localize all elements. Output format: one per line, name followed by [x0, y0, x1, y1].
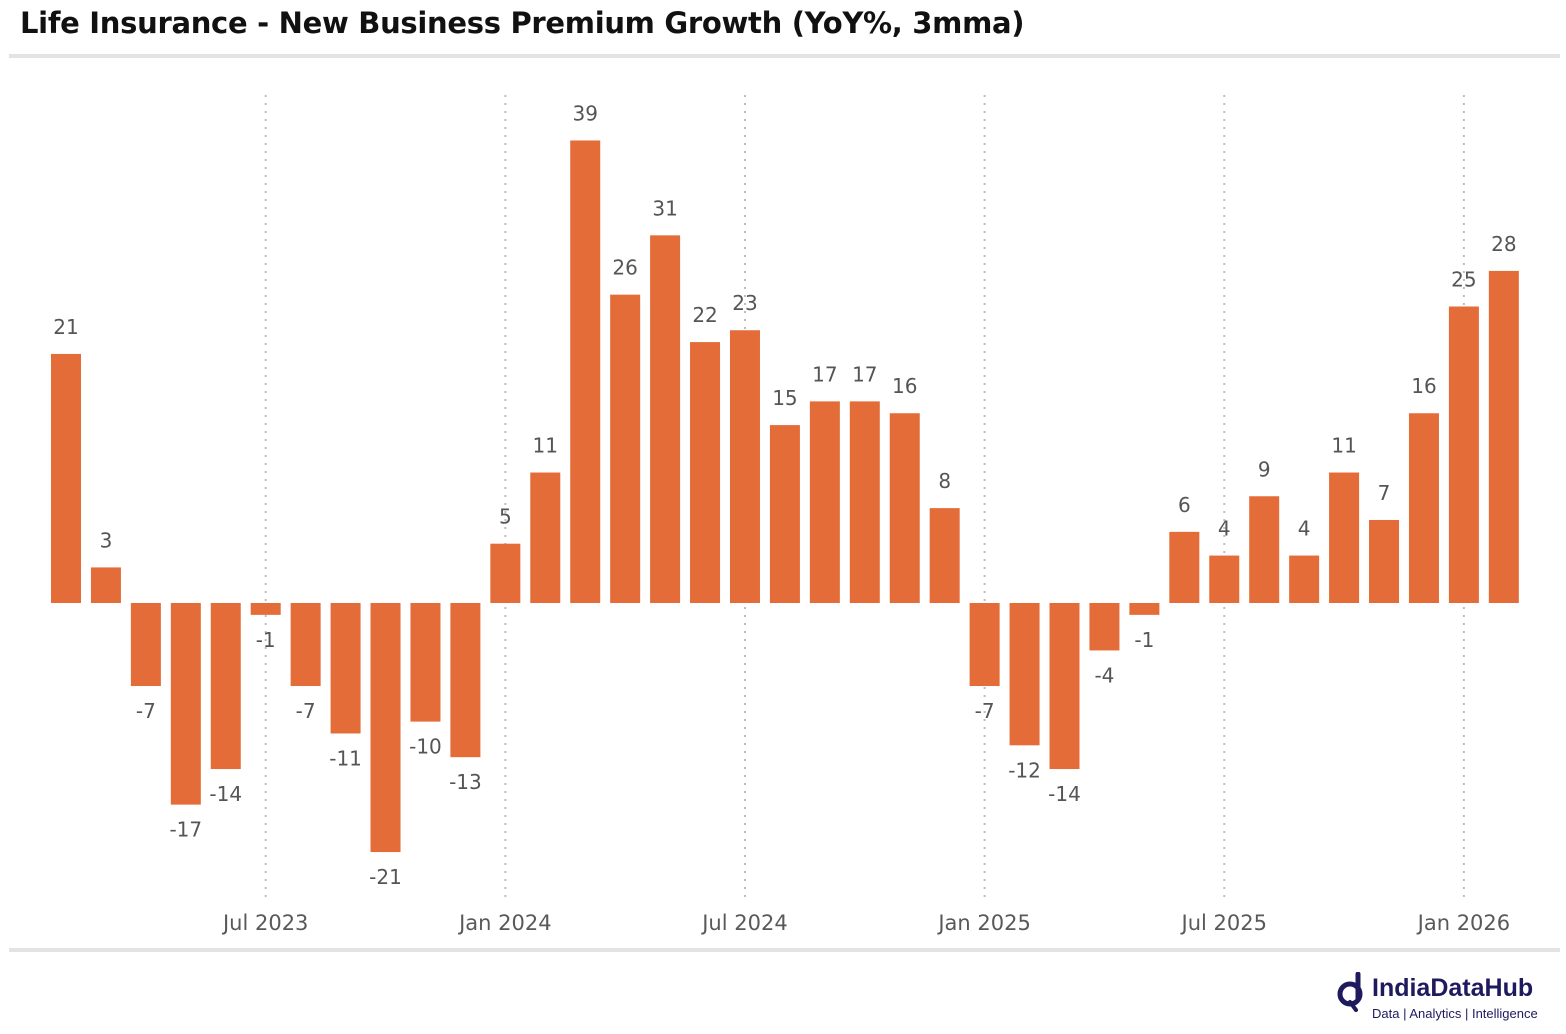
data-label: 22	[692, 303, 717, 327]
data-label: -10	[409, 735, 442, 759]
data-label: 39	[572, 101, 597, 125]
bar	[290, 603, 321, 687]
bar	[1369, 519, 1400, 603]
bar	[1448, 306, 1479, 603]
bar	[809, 401, 840, 603]
bar	[1329, 472, 1360, 603]
bar	[410, 603, 441, 722]
brand-name: IndiaDataHub	[1372, 974, 1534, 1002]
x-tick-label: Jan 2026	[1416, 911, 1511, 935]
chart-title: Life Insurance - New Business Premium Gr…	[20, 6, 1025, 40]
x-tick-label: Jul 2025	[1180, 911, 1267, 935]
bar	[610, 294, 641, 603]
bar	[729, 330, 760, 603]
bar	[130, 603, 161, 687]
data-label: 11	[1331, 434, 1356, 458]
bar	[929, 508, 960, 603]
brand-tagline: Data | Analytics | Intelligence	[1372, 1006, 1538, 1021]
bar	[1209, 555, 1240, 603]
data-label: 6	[1178, 493, 1191, 517]
title-divider	[9, 54, 1560, 58]
bar	[1408, 413, 1439, 603]
data-label: -11	[329, 746, 362, 770]
bar	[1049, 603, 1080, 770]
bar	[969, 603, 1000, 687]
x-tick-label: Jul 2023	[221, 911, 308, 935]
data-label: 25	[1451, 268, 1476, 292]
data-label: -1	[256, 628, 276, 652]
data-label: 7	[1378, 481, 1391, 505]
bar-chart: Jul 2023 Jan 2024 Jul 2024 Jan 2025 Jul 2025…	[51, 95, 1519, 935]
data-label: 23	[732, 291, 757, 315]
bar	[849, 401, 880, 603]
x-tick-label: Jan 2025	[936, 911, 1031, 935]
bar	[650, 235, 681, 603]
data-label: -12	[1008, 758, 1041, 782]
bar	[170, 603, 201, 805]
data-label: 28	[1491, 232, 1516, 256]
data-label: -7	[975, 699, 995, 723]
data-label: 31	[652, 196, 677, 220]
data-label: 4	[1218, 517, 1231, 541]
x-tick-label: Jan 2024	[457, 911, 552, 935]
bar	[530, 472, 561, 603]
data-label: 3	[100, 528, 113, 552]
bar	[490, 543, 521, 603]
bar	[1249, 496, 1280, 603]
footer-divider	[9, 948, 1560, 952]
bar	[450, 603, 481, 758]
data-label: 17	[812, 362, 837, 386]
bar	[1129, 603, 1160, 615]
bar	[1488, 270, 1519, 603]
bar	[90, 567, 121, 603]
bar	[210, 603, 241, 770]
bar	[570, 140, 601, 603]
data-label: 4	[1298, 517, 1311, 541]
x-tick-label: Jul 2024	[700, 911, 787, 935]
data-label: 17	[852, 362, 877, 386]
bar	[690, 342, 721, 603]
bar	[51, 353, 81, 603]
data-label: 16	[1411, 374, 1436, 398]
data-label: -7	[136, 699, 156, 723]
bar	[889, 413, 920, 603]
data-label: 15	[772, 386, 797, 410]
bar	[1009, 603, 1040, 746]
data-label: -1	[1134, 628, 1154, 652]
bar	[330, 603, 361, 734]
data-label: 8	[938, 469, 951, 493]
bar	[250, 603, 281, 615]
bar	[1169, 531, 1200, 603]
data-label: -21	[369, 865, 402, 889]
bar	[1089, 603, 1120, 651]
data-label: 26	[612, 256, 637, 280]
data-label: -14	[1048, 782, 1081, 806]
bar	[370, 603, 401, 853]
data-label: 11	[533, 434, 558, 458]
data-label: 9	[1258, 457, 1271, 481]
data-label: 21	[53, 315, 78, 339]
data-label: -4	[1094, 663, 1114, 687]
data-label: -7	[296, 699, 316, 723]
data-label: -17	[169, 818, 202, 842]
data-label: 16	[892, 374, 917, 398]
data-label: 5	[499, 505, 512, 529]
logo-mark-icon	[1337, 972, 1363, 1012]
bar	[769, 425, 800, 603]
data-label: -13	[449, 770, 482, 794]
data-label: -14	[209, 782, 242, 806]
bar	[1289, 555, 1320, 603]
